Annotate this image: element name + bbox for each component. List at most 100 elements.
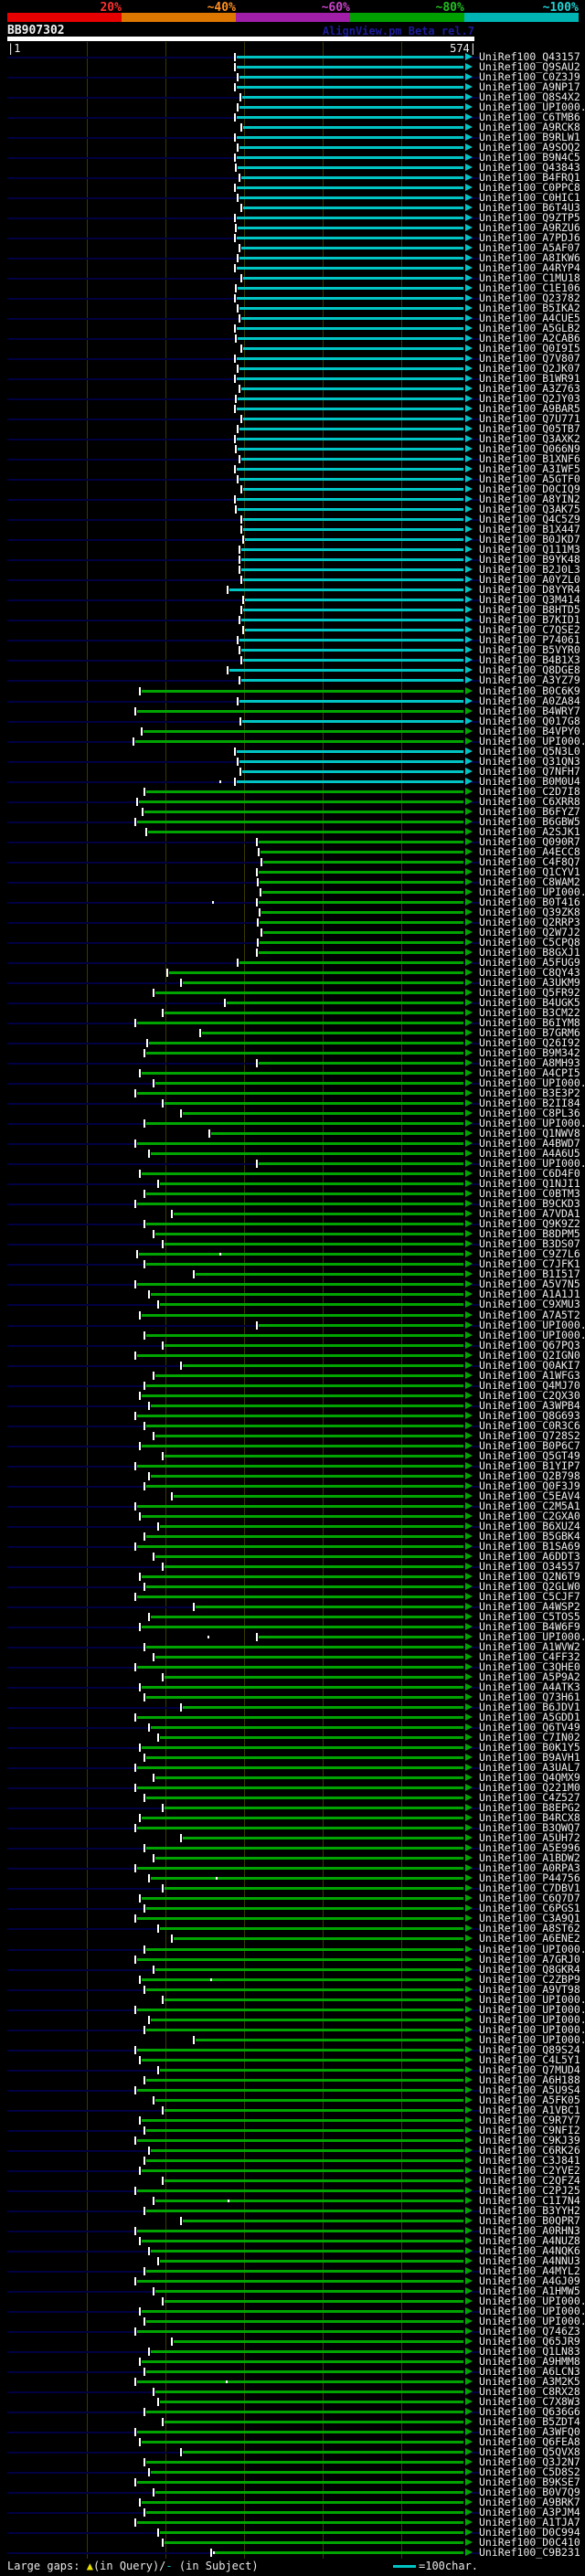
hit-row[interactable]: UniRef100_B3E3P2 <box>0 1087 585 1098</box>
hit-label[interactable]: UniRef100_C0PPC8 <box>479 180 580 194</box>
hit-bar[interactable] <box>142 1746 463 1750</box>
hit-bar[interactable] <box>236 135 463 139</box>
hit-bar[interactable] <box>155 1373 463 1377</box>
hit-bar[interactable] <box>146 1193 463 1196</box>
hit-label[interactable]: UniRef100_C1I7N4 <box>479 2193 580 2207</box>
hit-bar[interactable] <box>196 1605 463 1608</box>
hit-bar[interactable] <box>150 1404 463 1407</box>
hit-bar[interactable] <box>182 2219 463 2222</box>
hit-arrow-icon[interactable] <box>465 112 473 121</box>
hit-arrow-icon[interactable] <box>465 2297 473 2306</box>
hit-bar[interactable] <box>142 1444 463 1447</box>
hit-label[interactable]: UniRef100_A1HMW5 <box>479 2284 580 2298</box>
hit-arrow-icon[interactable] <box>465 2438 473 2446</box>
hit-bar[interactable] <box>142 2058 463 2062</box>
hit-label[interactable]: UniRef100_C6PGS1 <box>479 1902 580 1915</box>
hit-bar[interactable] <box>136 1092 463 1096</box>
hit-arrow-icon[interactable] <box>465 72 473 80</box>
hit-bar[interactable] <box>241 769 463 773</box>
hit-row[interactable]: UniRef100_B3CM22 <box>0 1007 585 1018</box>
hit-bar[interactable] <box>242 346 463 350</box>
hit-arrow-icon[interactable] <box>465 1471 473 1479</box>
hit-row[interactable]: UniRef100_Q1LN83 <box>0 2346 585 2357</box>
hit-label[interactable]: UniRef100_B5GBK4 <box>479 1529 580 1542</box>
hit-arrow-icon[interactable] <box>465 2378 473 2386</box>
hit-label[interactable]: UniRef100_C4L5Y1 <box>479 2052 580 2066</box>
hit-arrow-icon[interactable] <box>465 1995 473 2003</box>
hit-row[interactable]: UniRef100_C6Q7D7 <box>0 1893 585 1903</box>
hit-bar[interactable] <box>145 2320 463 2324</box>
hit-label[interactable]: UniRef100_Q23782 <box>479 291 580 304</box>
hit-label[interactable]: UniRef100_Q017G8 <box>479 714 580 727</box>
hit-label[interactable]: UniRef100_Q8S4X2 <box>479 90 580 103</box>
hit-arrow-icon[interactable] <box>465 2115 473 2124</box>
hit-label[interactable]: UniRef100_C8WAM2 <box>479 875 580 888</box>
hit-arrow-icon[interactable] <box>465 2085 473 2094</box>
hit-arrow-icon[interactable] <box>465 1170 473 1178</box>
hit-arrow-icon[interactable] <box>465 1330 473 1339</box>
hit-row[interactable]: UniRef100_B6GBW5 <box>0 814 585 828</box>
hit-label[interactable]: UniRef100_B5IKA2 <box>479 301 580 314</box>
hit-bar[interactable] <box>155 1776 463 1780</box>
hit-label[interactable]: UniRef100_B6GBW5 <box>479 814 580 828</box>
hit-row[interactable]: UniRef100_B0QPR7 <box>0 2215 585 2226</box>
hit-label[interactable]: UniRef100_A3UKM9 <box>479 975 580 989</box>
hit-label[interactable]: UniRef100_UPI000.. <box>479 1630 585 1643</box>
hit-row[interactable]: UniRef100_Q2W7J2 <box>0 927 585 938</box>
hit-bar[interactable] <box>240 246 463 249</box>
hit-bar[interactable] <box>236 85 463 89</box>
hit-bar[interactable] <box>242 276 463 280</box>
hit-arrow-icon[interactable] <box>465 1814 473 1822</box>
hit-arrow-icon[interactable] <box>465 2176 473 2184</box>
hit-arrow-icon[interactable] <box>465 1521 473 1530</box>
hit-row[interactable]: UniRef100_B4VPY0 <box>0 726 585 737</box>
hit-bar[interactable] <box>142 2360 463 2364</box>
hit-bar[interactable] <box>242 609 463 612</box>
hit-row[interactable]: UniRef100_Q67PQ3 <box>0 1340 585 1351</box>
hit-arrow-icon[interactable] <box>465 2317 473 2326</box>
hit-row[interactable]: UniRef100_A8YIN2 <box>0 493 585 504</box>
hit-row[interactable]: UniRef100_B6JDV1 <box>0 1701 585 1712</box>
hit-row[interactable]: UniRef100_Q4QMX9 <box>0 1772 585 1783</box>
hit-label[interactable]: UniRef100_B9AVH1 <box>479 1751 580 1765</box>
hit-bar[interactable] <box>165 1998 463 2001</box>
hit-row[interactable]: UniRef100_UPI000.. <box>0 736 585 747</box>
hit-bar[interactable] <box>238 336 463 340</box>
hit-row[interactable]: UniRef100_UPI000.. <box>0 1320 585 1330</box>
hit-row[interactable]: UniRef100_B2II84 <box>0 1097 585 1108</box>
hit-bar[interactable] <box>258 1062 463 1065</box>
hit-label[interactable]: UniRef100_A3WPB4 <box>479 1398 580 1412</box>
hit-arrow-icon[interactable] <box>465 62 473 70</box>
hit-bar[interactable] <box>196 1273 463 1277</box>
hit-label[interactable]: UniRef100_UPI000.. <box>479 1992 585 2006</box>
hit-label[interactable]: UniRef100_C9B231 <box>479 2546 580 2560</box>
hit-arrow-icon[interactable] <box>465 1310 473 1319</box>
hit-row[interactable]: UniRef100_A3UAL7 <box>0 1762 585 1773</box>
hit-label[interactable]: UniRef100_C5D8S2 <box>479 2465 580 2479</box>
hit-label[interactable]: UniRef100_Q89S24 <box>479 2042 580 2056</box>
hit-label[interactable]: UniRef100_Q5QVX8 <box>479 2445 580 2459</box>
hit-arrow-icon[interactable] <box>465 173 473 181</box>
hit-arrow-icon[interactable] <box>465 1481 473 1489</box>
hit-bar[interactable] <box>145 1847 463 1850</box>
hit-arrow-icon[interactable] <box>465 1069 473 1077</box>
hit-row[interactable]: UniRef100_Q6FEA8 <box>0 2437 585 2447</box>
hit-label[interactable]: UniRef100_UPI000.. <box>479 100 585 113</box>
hit-arrow-icon[interactable] <box>465 646 473 654</box>
hit-arrow-icon[interactable] <box>465 455 473 463</box>
hit-label[interactable]: UniRef100_C7QSE2 <box>479 623 580 637</box>
hit-arrow-icon[interactable] <box>465 1200 473 1208</box>
hit-label[interactable]: UniRef100_Q2B798 <box>479 1468 580 1482</box>
hit-arrow-icon[interactable] <box>465 263 473 271</box>
hit-arrow-icon[interactable] <box>465 948 473 956</box>
hit-row[interactable]: UniRef100_UPI000.. <box>0 2004 585 2015</box>
hit-row[interactable]: UniRef100_Q9K9Z2 <box>0 1219 585 1229</box>
hit-bar[interactable] <box>165 1343 463 1347</box>
hit-row[interactable]: UniRef100_Q2GLW0 <box>0 1581 585 1592</box>
hit-label[interactable]: UniRef100_A4NNU3 <box>479 2254 580 2267</box>
hit-row[interactable]: UniRef100_B3YYH2 <box>0 2205 585 2216</box>
hit-label[interactable]: UniRef100_D0C410 <box>479 2536 580 2549</box>
hit-row[interactable]: UniRef100_Q8GKR4 <box>0 1964 585 1975</box>
hit-arrow-icon[interactable] <box>465 666 473 674</box>
hit-label[interactable]: UniRef100_Q2RRP3 <box>479 915 580 928</box>
